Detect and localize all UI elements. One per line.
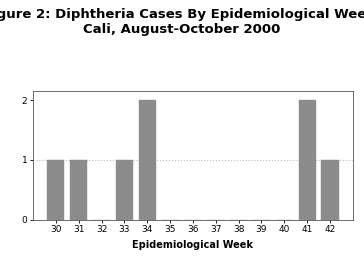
Bar	[139, 100, 156, 220]
X-axis label: Epidemiological Week: Epidemiological Week	[132, 240, 253, 250]
Bar	[70, 160, 87, 220]
Text: Figure 2: Diphtheria Cases By Epidemiological Week,
Cali, August-October 2000: Figure 2: Diphtheria Cases By Epidemiolo…	[0, 8, 364, 36]
Bar	[321, 160, 339, 220]
Bar	[47, 160, 64, 220]
Bar	[116, 160, 133, 220]
Bar	[298, 100, 316, 220]
